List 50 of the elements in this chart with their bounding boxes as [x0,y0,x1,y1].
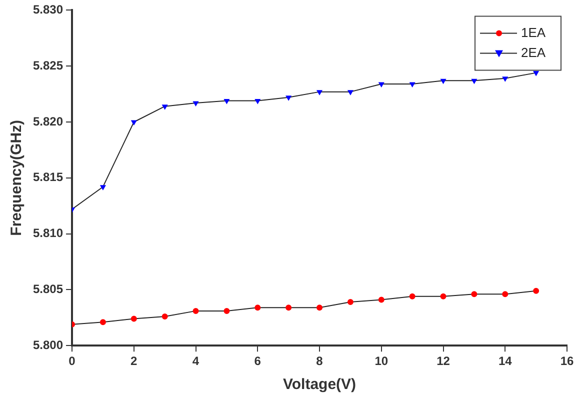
point [131,120,137,125]
point [224,99,230,104]
x-tick-label: 12 [436,354,450,368]
y-tick-label: 5.815 [33,170,64,184]
point [472,78,477,84]
point [410,82,415,87]
point [162,104,168,110]
y-axis-title: Frequency(GHz) [8,120,26,236]
point [316,304,323,311]
point [100,319,106,326]
legend-label: 2EA [521,44,546,60]
x-tick-label: 4 [192,354,200,368]
point [440,78,446,84]
y-tick-label: 5.805 [33,282,64,296]
y-tick-label: 5.820 [33,114,64,128]
point [471,291,478,298]
point [286,96,292,100]
point [254,99,260,104]
legend-label: 1EA [521,24,546,40]
y-tick-label: 5.825 [33,58,64,72]
x-tick-label: 6 [254,354,262,368]
x-tick-label: 14 [498,354,512,368]
x-tick-label: 2 [130,354,138,368]
point [254,304,261,311]
y-tick-label: 5.810 [33,226,64,240]
point [100,185,106,190]
x-tick-label: 16 [560,354,574,368]
y-tick-label: 5.800 [33,338,64,352]
point [502,76,508,82]
point [286,304,292,311]
y-tick-label: 5.830 [33,2,64,17]
x-tick-label: 8 [316,354,324,368]
point [378,82,384,87]
point [378,296,384,303]
x-tick-label: 0 [68,354,76,368]
point [533,288,540,294]
point [130,316,137,322]
point [192,308,199,314]
point [502,291,508,298]
point [533,71,539,76]
point [347,299,354,305]
point [224,308,230,314]
point [162,314,168,320]
x-axis-title: Voltage(V) [282,376,356,394]
point [193,101,198,106]
point [409,293,416,300]
point [348,90,354,95]
x-tick-label: 10 [374,354,388,368]
point [440,293,446,300]
point [316,90,322,95]
